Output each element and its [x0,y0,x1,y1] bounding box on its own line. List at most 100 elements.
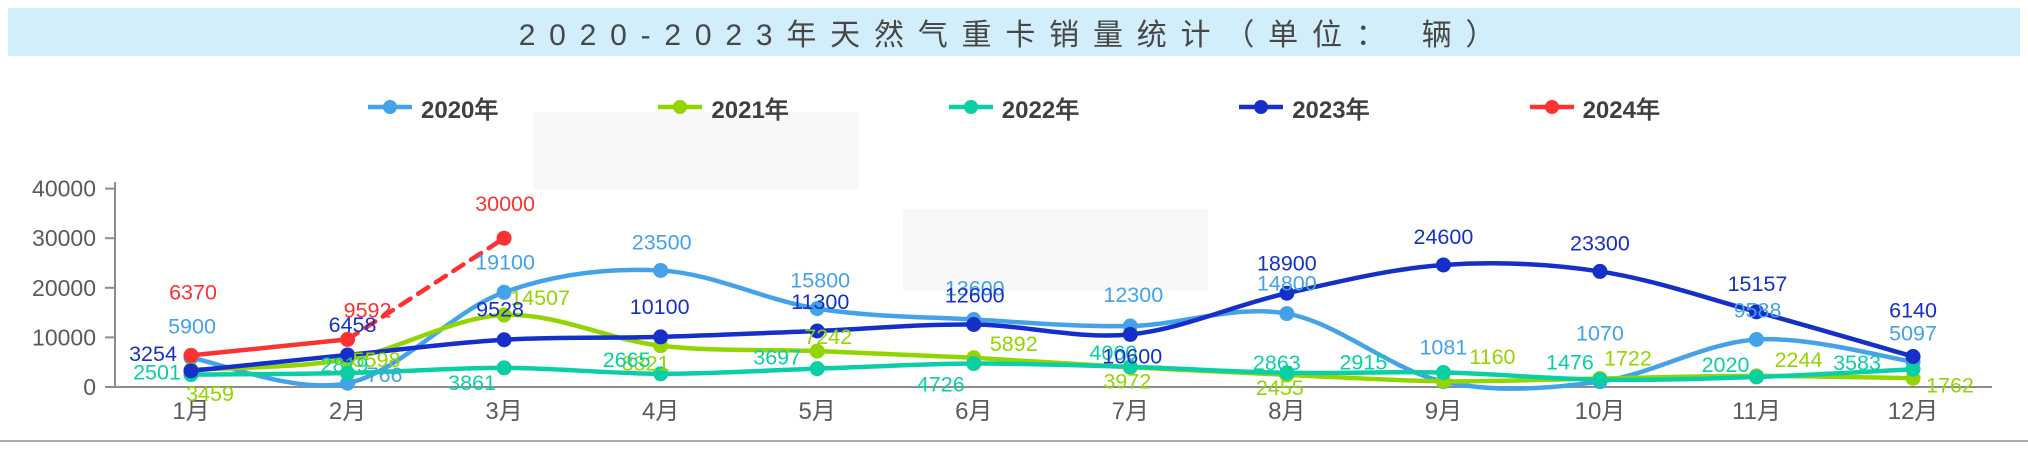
legend-marker-icon [1529,100,1574,114]
data-label-2022年: 2501 [133,361,181,385]
data-label-2022年: 4726 [917,373,965,397]
data-label-2020年: 15800 [790,269,850,293]
legend-marker-icon [948,100,993,114]
data-label-2022年: 2915 [1339,351,1387,375]
x-axis-label: 5月 [799,398,836,425]
legend-item-2020年: 2020年 [368,90,498,125]
data-point-2023年 [809,323,825,339]
chart-title: 2020-2023年天然气重卡销量统计（单位： 辆） [518,19,1510,52]
data-label-2020年: 5900 [168,315,216,339]
data-label-2022年: 2863 [1253,351,1301,375]
data-label-2020年: 12300 [1103,283,1163,307]
data-point-2020年 [1279,306,1295,322]
data-label-2020年: 13600 [945,277,1005,301]
x-axis-label: 12月 [1888,398,1939,425]
data-label-2020年: 23500 [632,230,692,254]
data-label-2023年: 6140 [1889,299,1937,323]
data-point-2020年 [809,301,825,317]
data-point-2022年 [1905,361,1921,377]
data-label-2023年: 6458 [329,313,377,337]
data-point-2023年 [1122,326,1138,342]
data-point-2023年 [966,317,982,333]
legend-label: 2022年 [1001,96,1080,124]
x-axis-label: 11月 [1732,398,1781,425]
x-axis-label: 7月 [1112,398,1149,425]
data-point-2022年 [809,361,825,377]
x-axis-label: 10月 [1575,398,1626,425]
data-point-2023年 [1592,263,1608,279]
legend-label: 2021年 [711,96,789,124]
data-label-2022年: 2819 [321,353,369,377]
data-label-2024年: 30000 [475,192,535,216]
data-label-2020年: 9588 [1734,298,1782,322]
y-axis-label: 10000 [32,324,96,350]
data-label-2023年: 18900 [1257,251,1317,275]
data-point-2024年 [183,347,199,363]
data-label-2021年: 3972 [1103,369,1151,393]
data-label-2023年: 9528 [476,298,524,322]
x-axis-label: 2月 [329,398,366,425]
data-point-2023年 [1749,304,1764,320]
x-axis-label: 4月 [642,398,679,425]
legend-marker-icon [368,100,413,114]
data-point-2022年 [966,356,982,372]
data-label-2022年: 3861 [448,371,496,395]
data-label-2021年: 2244 [1775,348,1823,372]
data-point-2023年 [1905,349,1921,365]
background-artifact [903,209,1208,291]
data-point-2022年 [653,366,669,382]
data-label-2024年: 9592 [344,298,392,322]
data-point-2022年 [1279,365,1295,381]
title-banner: 2020-2023年天然气重卡销量统计（单位： 辆） [8,8,2020,56]
data-label-2022年: 4060 [1089,341,1137,365]
series-line-2023年 [188,261,1916,374]
data-point-2022年 [496,360,512,376]
legend-item-2024年: 2024年 [1529,90,1660,125]
data-label-2020年: 1081 [1419,336,1467,360]
y-axis-label: 30000 [32,225,96,251]
series-line-2024年 [345,235,507,342]
y-axis-label: 20000 [32,275,96,301]
x-axis-label: 6月 [955,398,992,425]
data-label-2021年: 5598 [353,348,401,372]
data-point-2023年 [1279,285,1295,301]
data-label-2022年: 2665 [603,348,651,372]
legend-label: 2023年 [1292,96,1370,124]
data-label-2021年: 2455 [1256,376,1304,400]
background-artifact [533,112,859,190]
chart-legend: 2020年 2021年 2022年 2023年 2024年 [0,90,2028,125]
data-label-2022年: 1476 [1546,351,1594,375]
legend-marker-icon [658,100,703,114]
data-point-2022年 [1592,372,1608,388]
legend-item-2021年: 2021年 [658,90,789,125]
legend-marker-icon [1239,100,1284,114]
data-label-2021年: 8321 [622,352,670,376]
data-label-2023年: 10100 [630,295,690,319]
bottom-divider [0,440,2028,442]
data-label-2020年: 1070 [1576,322,1624,346]
data-label-2023年: 24600 [1414,225,1474,249]
data-label-2021年: 1722 [1604,346,1652,370]
x-axis-label: 3月 [485,398,522,425]
data-point-2021年 [809,343,825,359]
data-point-2020年 [1749,331,1764,347]
data-point-2023年 [1435,257,1451,273]
data-label-2021年: 3459 [186,382,234,406]
data-label-2020年: 766 [367,363,403,387]
legend-item-2023年: 2023年 [1239,90,1370,125]
y-axis-label: 0 [83,374,96,400]
data-point-2022年 [1435,365,1451,381]
data-point-2021年 [496,307,512,323]
data-label-2023年: 23300 [1570,231,1630,255]
data-label-2024年: 6370 [169,280,217,304]
data-label-2021年: 7242 [804,325,852,349]
data-label-2023年: 11300 [791,290,849,314]
legend-item-2022年: 2022年 [948,90,1080,125]
series-line-2024年 [188,337,350,358]
data-point-2023年 [183,363,199,379]
data-point-2023年 [653,329,669,345]
data-point-2022年 [1749,369,1764,385]
series-line-2022年 [188,361,1916,383]
x-axis-label: 8月 [1268,398,1305,425]
